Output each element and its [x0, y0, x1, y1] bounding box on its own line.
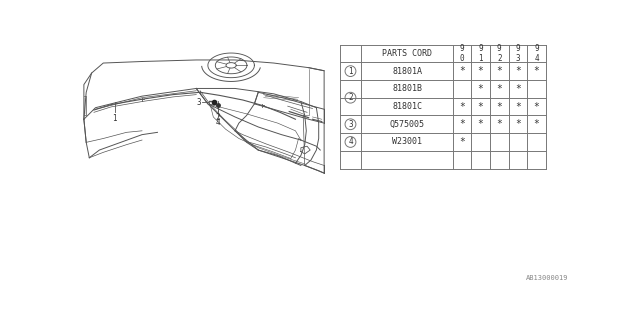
Text: 9
2: 9 2 — [497, 44, 502, 63]
Text: 4: 4 — [216, 118, 220, 127]
Text: *: * — [515, 101, 521, 112]
Text: *: * — [534, 66, 540, 76]
Text: 81801A: 81801A — [392, 67, 422, 76]
Text: 9
1: 9 1 — [478, 44, 483, 63]
Text: *: * — [515, 66, 521, 76]
Text: *: * — [459, 119, 465, 129]
Text: 3: 3 — [196, 98, 201, 107]
Text: 9
3: 9 3 — [516, 44, 520, 63]
Text: 1: 1 — [113, 114, 117, 123]
Text: Q575005: Q575005 — [390, 120, 424, 129]
Text: 9
0: 9 0 — [460, 44, 465, 63]
Text: W23001: W23001 — [392, 138, 422, 147]
Text: *: * — [497, 119, 502, 129]
Text: PARTS CORD: PARTS CORD — [382, 49, 432, 58]
Text: AB13000019: AB13000019 — [525, 275, 568, 281]
Text: *: * — [477, 66, 484, 76]
Text: *: * — [497, 101, 502, 112]
Text: 9
4: 9 4 — [534, 44, 539, 63]
Text: 3: 3 — [348, 120, 353, 129]
Text: 81801C: 81801C — [392, 102, 422, 111]
Text: 4: 4 — [348, 138, 353, 147]
Text: *: * — [534, 101, 540, 112]
Text: *: * — [515, 119, 521, 129]
Text: *: * — [477, 84, 484, 94]
Text: 2: 2 — [216, 113, 220, 122]
Text: *: * — [459, 66, 465, 76]
Text: 81801B: 81801B — [392, 84, 422, 93]
Text: *: * — [497, 66, 502, 76]
Text: *: * — [459, 137, 465, 147]
Text: *: * — [534, 119, 540, 129]
Text: *: * — [515, 84, 521, 94]
Text: 2: 2 — [348, 93, 353, 102]
Text: *: * — [477, 101, 484, 112]
Text: *: * — [477, 119, 484, 129]
Text: *: * — [459, 101, 465, 112]
Text: *: * — [497, 84, 502, 94]
Text: 1: 1 — [348, 67, 353, 76]
